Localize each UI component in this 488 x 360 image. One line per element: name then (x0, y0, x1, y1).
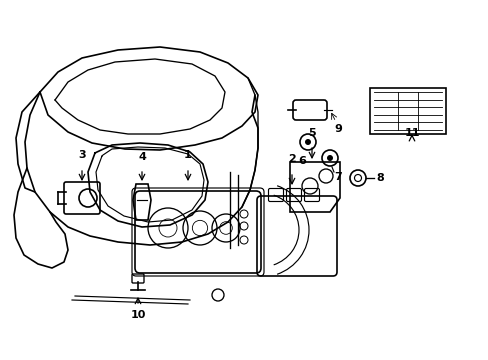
Text: 4: 4 (138, 152, 145, 162)
Text: 1: 1 (184, 150, 191, 160)
Text: 2: 2 (287, 154, 295, 164)
Circle shape (305, 139, 310, 145)
Text: 9: 9 (333, 124, 341, 134)
Text: 7: 7 (333, 172, 341, 182)
Text: 11: 11 (404, 128, 419, 138)
Text: 8: 8 (375, 173, 383, 183)
Circle shape (326, 155, 332, 161)
Text: 5: 5 (307, 128, 315, 138)
Text: 3: 3 (78, 150, 85, 160)
Text: 6: 6 (298, 156, 305, 166)
Text: 10: 10 (130, 310, 145, 320)
